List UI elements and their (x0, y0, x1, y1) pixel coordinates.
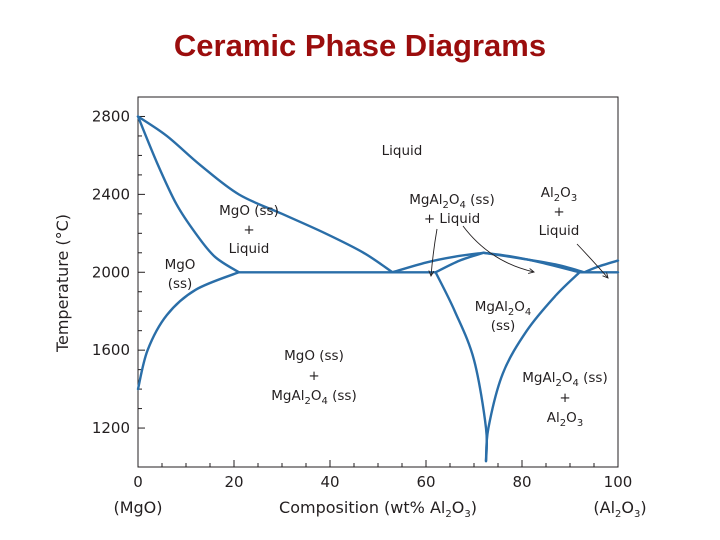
y-tick-label: 2000 (92, 263, 130, 281)
y-tick-label: 1600 (92, 341, 130, 359)
leader-arrow-spinel-right (462, 225, 534, 272)
region-label-mgo-spinel: MgAl2​O4​ (ss) (271, 388, 357, 407)
leader-arrows (431, 225, 608, 278)
y-tick-label: 2800 (92, 107, 130, 125)
y-tick-label: 2400 (92, 185, 130, 203)
region-label-al2o3-liquid: Al2​O3​ (541, 185, 577, 204)
region-label-mgo-ss: MgO (165, 257, 196, 273)
x-axis-title: Composition (wt% Al2​O3​) (279, 498, 477, 520)
phase-boundary-liquidus-mgo (136, 115, 394, 274)
x-endpoint-right-label: (Al2​O3​) (593, 498, 646, 520)
region-label-al2o3-liquid: Liquid (539, 223, 580, 239)
phase-boundary-solidus-spinel-right (482, 251, 581, 274)
phase-boundary-liquidus-al2o3 (583, 259, 620, 274)
region-label-spinel-ss: (ss) (491, 318, 516, 334)
region-label-spinel-al2o3: MgAl2​O4​ (ss) (522, 370, 608, 389)
x-endpoint-left-label: (MgO) (113, 498, 162, 517)
x-tick-label: 60 (416, 473, 435, 491)
leader-arrow-spinel-left (431, 228, 438, 276)
phase-boundary-solidus-spinel-left (434, 251, 485, 274)
region-label-spinel-al2o3: Al2​O3​ (547, 410, 583, 429)
phase-boundary-liquidus-spinel-left (391, 251, 485, 274)
region-label-mgo-spinel: + (308, 368, 319, 384)
x-tick-label: 80 (512, 473, 531, 491)
region-label-liquid: Liquid (382, 143, 423, 159)
region-label-spinel-liquid: + Liquid (424, 211, 480, 227)
x-tick-label: 40 (320, 473, 339, 491)
phase-boundary-solvus-spinel-right (484, 271, 581, 463)
phase-boundary-solidus-mgo (136, 115, 240, 274)
region-label-mgo-spinel: MgO (ss) (284, 348, 344, 364)
phase-boundary-solvus-mgo (136, 271, 240, 391)
tick-layer: 0 20 40 60 80 100 1200 1600 2000 2400 2800 (92, 107, 633, 491)
region-label-mgo-ss-liquid: Liquid (229, 241, 270, 257)
region-label-mgo-ss: (ss) (168, 276, 193, 292)
y-axis-title: Temperature (°C) (53, 214, 72, 353)
region-label-mgo-ss-liquid: + (243, 222, 254, 238)
region-label-spinel-al2o3: + (559, 390, 570, 406)
y-tick-label: 1200 (92, 419, 130, 437)
x-tick-label: 20 (224, 473, 243, 491)
x-tick-label: 100 (604, 473, 633, 491)
x-tick-label: 0 (133, 473, 143, 491)
slide-title: Ceramic Phase Diagrams (173, 28, 547, 63)
region-label-spinel-ss: MgAl2​O4​ (475, 299, 532, 318)
curve-layer (136, 115, 620, 463)
region-label-spinel-liquid: MgAl2​O4​ (ss) (409, 192, 495, 211)
region-label-al2o3-liquid: + (553, 204, 564, 220)
region-label-mgo-ss-liquid: MgO (ss) (219, 203, 279, 219)
leader-arrow-al2o3 (576, 243, 608, 278)
